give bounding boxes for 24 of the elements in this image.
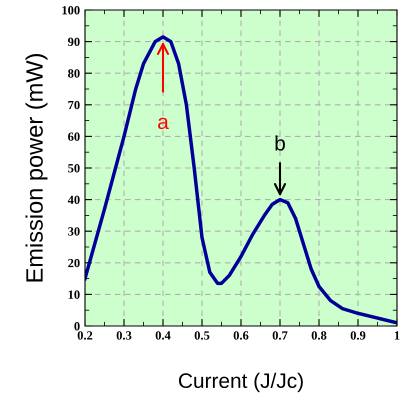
x-tick-label: 0.2 xyxy=(78,331,92,340)
y-tick-label: 40 xyxy=(68,196,80,204)
y-tick-label: 20 xyxy=(68,258,80,268)
x-tick-label: 1 xyxy=(394,331,400,340)
x-tick-label: 0.8 xyxy=(312,331,326,340)
y-tick-label: 100 xyxy=(62,6,80,14)
x-axis-title: Current (J/Jc) xyxy=(178,372,303,392)
x-tick-label: 0.4 xyxy=(156,331,171,340)
x-tick-label: 0.9 xyxy=(350,331,366,340)
y-axis-title: Emission power (mW) xyxy=(25,54,48,282)
y-tick-label: 0 xyxy=(74,322,80,330)
x-tick-label: 0.6 xyxy=(234,331,248,340)
annotation: a xyxy=(158,118,169,130)
x-tick-label: 0.7 xyxy=(272,331,288,340)
y-tick-label: 70 xyxy=(68,100,80,110)
annotation: b xyxy=(276,135,285,151)
x-tick-label: 0.5 xyxy=(194,331,210,340)
y-tick-label: 50 xyxy=(68,164,80,172)
x-tick-label: 0.3 xyxy=(116,331,132,340)
y-tick-label: 60 xyxy=(68,132,80,141)
y-tick-label: 30 xyxy=(68,227,80,236)
y-tick-label: 10 xyxy=(68,290,80,299)
y-tick-label: 80 xyxy=(68,69,80,78)
y-tick-label: 90 xyxy=(68,38,80,46)
